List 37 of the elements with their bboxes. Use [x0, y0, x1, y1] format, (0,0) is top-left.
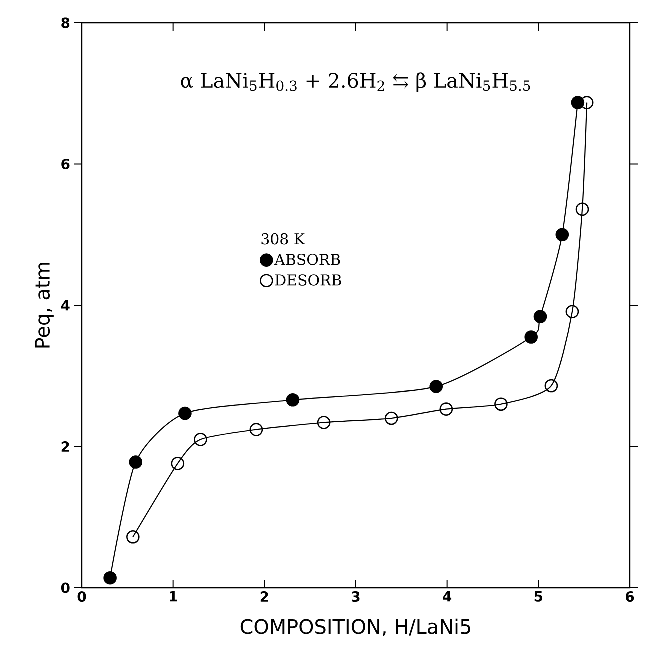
x-tick-label: 5: [534, 592, 543, 602]
point: [194, 433, 208, 446]
legend-title: 308 K: [262, 233, 306, 245]
y-tick-label: 2: [62, 442, 70, 452]
point: [171, 457, 185, 470]
point: [576, 202, 590, 216]
x-tick-label: 3: [352, 592, 360, 602]
y-tick-label: 8: [62, 18, 70, 28]
point: [430, 380, 444, 394]
y-tick-label: 4: [61, 300, 70, 311]
text: α LaNi$_{5}$H$_{0.3}$ + 2.6H$_{2}$ ⇆ β LaNi$_{5}$H$_{5.5}$: [181, 72, 530, 92]
point: [524, 330, 538, 344]
y-tick-label: 0: [61, 582, 70, 594]
x-tick-label: 1: [170, 592, 178, 602]
point: [317, 416, 331, 430]
legend-label: ABSORB: [274, 254, 340, 266]
y-tick-label: 6: [62, 158, 70, 170]
point: [440, 402, 454, 416]
point: [104, 571, 117, 585]
point: [534, 310, 548, 324]
point: [178, 406, 192, 420]
point: [126, 530, 140, 544]
point: [384, 412, 398, 426]
x-tick-label: 4: [443, 592, 452, 602]
x-axis-title: COMPOSITION, H/LaNi5: [240, 618, 470, 636]
point: [566, 305, 580, 319]
point: [544, 379, 558, 393]
x-tick-label: 0: [78, 592, 86, 602]
legend-label: DESORB: [275, 274, 342, 286]
point: [129, 456, 143, 469]
y-axis-title: Peq, atm: [35, 263, 54, 348]
x-tick-label: 6: [626, 592, 634, 602]
x-tick-label: 2: [260, 592, 268, 602]
point: [556, 228, 570, 242]
point: [494, 398, 508, 412]
point: [286, 393, 300, 407]
point: [250, 423, 264, 436]
